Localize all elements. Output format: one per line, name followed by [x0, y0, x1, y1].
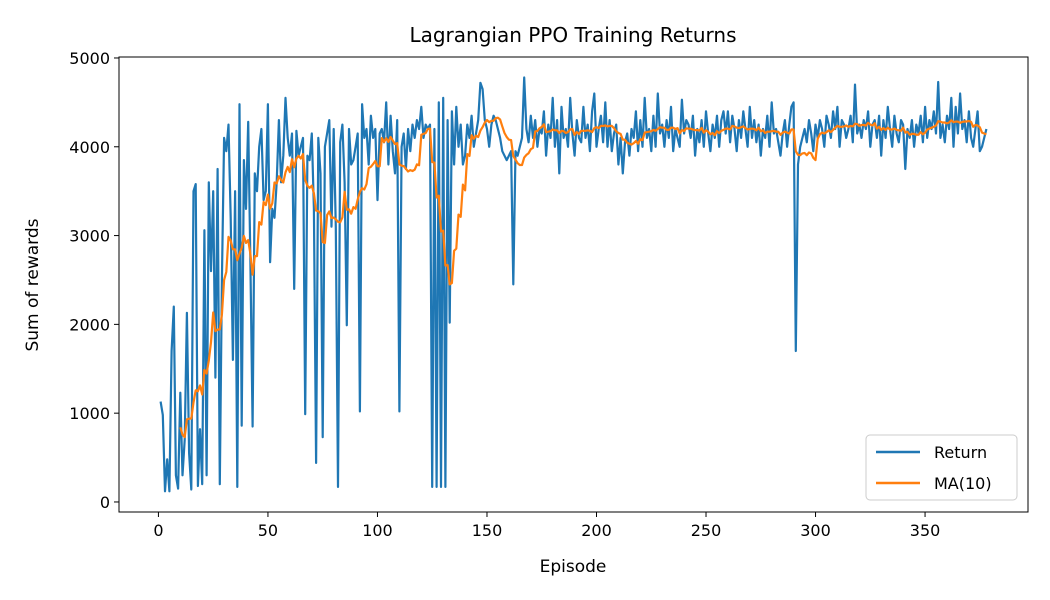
- chart-title: Lagrangian PPO Training Returns: [409, 23, 736, 47]
- y-axis-label: Sum of rewards: [23, 218, 43, 351]
- x-tick-label: 0: [153, 521, 163, 540]
- legend-label-ma: MA(10): [934, 474, 992, 493]
- x-tick-label: 350: [910, 521, 941, 540]
- moving-average-line: [179, 116, 987, 439]
- x-tick-label: 100: [362, 521, 393, 540]
- y-axis: 0 1000 2000 3000 4000 5000: [69, 49, 119, 512]
- x-axis: 0 50 100 150 200 250 300 350: [153, 512, 940, 540]
- y-tick-label: 2000: [69, 315, 110, 334]
- y-tick-label: 5000: [69, 49, 110, 68]
- x-tick-label: 250: [691, 521, 722, 540]
- y-tick-label: 3000: [69, 227, 110, 246]
- y-tick-label: 1000: [69, 404, 110, 423]
- y-tick-label: 4000: [69, 138, 110, 157]
- x-tick-label: 150: [472, 521, 503, 540]
- legend: Return MA(10): [865, 434, 1018, 501]
- plot-frame: [118, 56, 1029, 513]
- x-axis-label: Episode: [540, 557, 607, 577]
- legend-label-return: Return: [934, 443, 987, 462]
- x-tick-label: 200: [581, 521, 612, 540]
- y-tick-label: 0: [100, 493, 110, 512]
- x-tick-label: 50: [258, 521, 278, 540]
- plot-lines: [159, 76, 988, 493]
- x-tick-label: 300: [800, 521, 831, 540]
